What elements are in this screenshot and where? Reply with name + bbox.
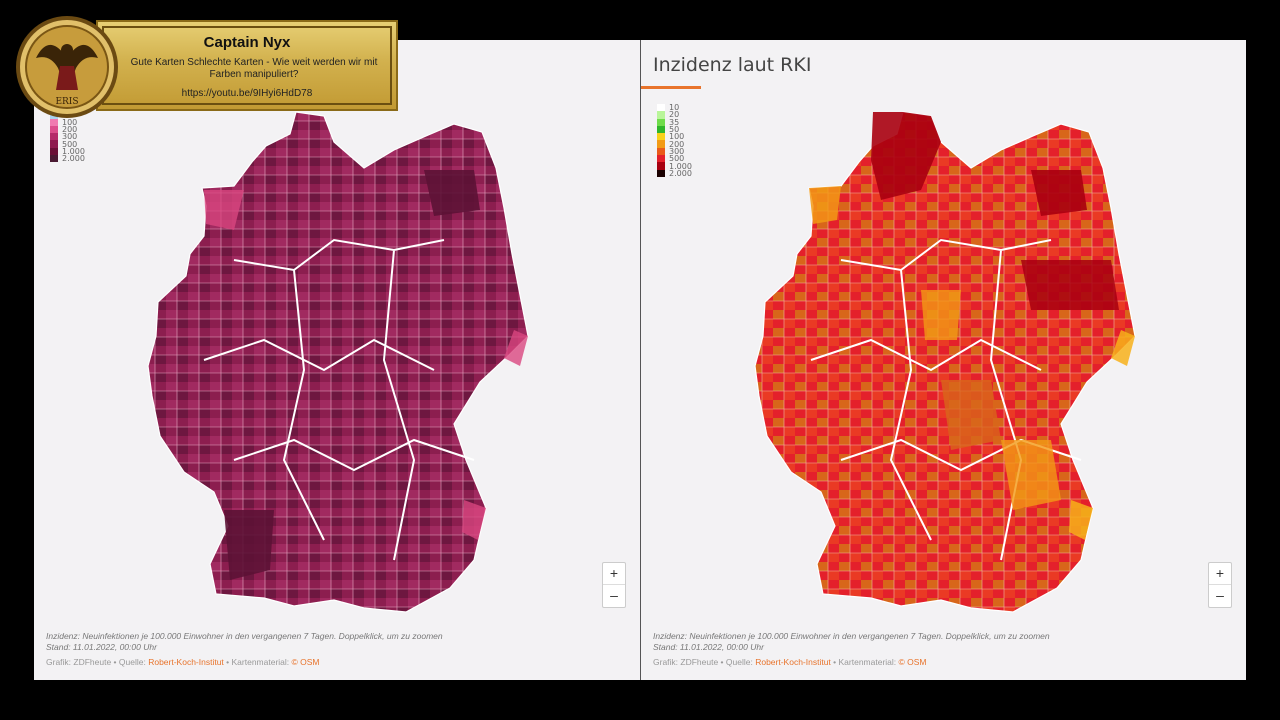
legend-item: 50: [657, 125, 692, 135]
legend-item: 10: [657, 103, 692, 113]
legend-label: 200: [669, 139, 685, 149]
zoom-control-left: + –: [602, 562, 626, 608]
channel-name: Captain Nyx: [203, 34, 291, 51]
zoom-in-button[interactable]: +: [609, 565, 619, 581]
source-link[interactable]: Robert-Koch-Institut: [755, 657, 831, 667]
legend-label: 1.000: [62, 146, 85, 156]
map-panel-right: Inzidenz laut RKI 10 20 35 50 100 200 300 500 1.…: [641, 40, 1246, 680]
channel-banner: Captain Nyx Gute Karten Schlechte Karten…: [96, 20, 398, 111]
legend-item: 100: [657, 132, 692, 142]
legend-label: 500: [62, 139, 78, 149]
legend-item: 200: [50, 125, 85, 135]
legend-label: 300: [669, 146, 685, 156]
legend-swatch: [657, 104, 665, 112]
legend-swatch: [657, 111, 665, 119]
legend-label: 1.000: [669, 161, 692, 171]
credit-prefix: Grafik: ZDFheute • Quelle:: [46, 657, 146, 667]
legend-item: 500: [50, 139, 85, 149]
legend-swatch: [657, 118, 665, 126]
legend-swatch: [50, 125, 58, 134]
legend-swatch: [50, 155, 58, 163]
legend-label: 100: [669, 132, 685, 142]
source-link[interactable]: Robert-Koch-Institut: [148, 657, 224, 667]
video-url[interactable]: https://youtu.be/9IHyi6HdD78: [181, 88, 313, 99]
credit-mid: • Kartenmaterial:: [226, 657, 290, 667]
channel-logo-icon: ERIS: [16, 16, 118, 118]
legend-label: 100: [62, 117, 78, 127]
legend-label: 20: [669, 110, 680, 120]
legend-item: 2.000: [657, 168, 692, 178]
legend-item: 20: [657, 110, 692, 120]
legend-swatch: [50, 140, 58, 148]
legend-swatch: [657, 155, 665, 163]
legend-label: 500: [669, 154, 685, 164]
panel-divider: [640, 40, 641, 680]
legend-item: 1.000: [50, 146, 85, 156]
zoom-out-button[interactable]: –: [603, 584, 625, 606]
footnote-date: Stand: 11.01.2022, 00:00 Uhr: [653, 642, 764, 652]
legend-item: 1.000: [657, 161, 692, 171]
legend-label: 10: [669, 103, 680, 113]
legend-swatch: [657, 140, 665, 148]
legend-swatch: [657, 162, 665, 170]
legend-right: 10 20 35 50 100 200 300 500 1.000 2.000: [657, 104, 692, 177]
credit-mid: • Kartenmaterial:: [833, 657, 897, 667]
credit-line: Grafik: ZDFheute • Quelle: Robert-Koch-I…: [46, 657, 320, 667]
legend-swatch: [50, 133, 58, 141]
legend-swatch: [50, 147, 58, 156]
legend-label: 35: [669, 117, 680, 127]
video-subtitle: Gute Karten Schlechte Karten - Wie weit …: [130, 57, 378, 80]
credit-line: Grafik: ZDFheute • Quelle: Robert-Koch-I…: [653, 657, 927, 667]
footnote-date: Stand: 11.01.2022, 00:00 Uhr: [46, 642, 157, 652]
legend-label: 200: [62, 125, 78, 135]
legend-item: 100: [50, 117, 85, 127]
zoom-out-button[interactable]: –: [1209, 584, 1231, 606]
footnote-incidence: Inzidenz: Neuinfektionen je 100.000 Einw…: [653, 631, 1050, 641]
title-underline: [641, 86, 701, 89]
osm-link[interactable]: © OSM: [898, 657, 927, 667]
zoom-control-right: + –: [1208, 562, 1232, 608]
footnote-incidence: Inzidenz: Neuinfektionen je 100.000 Einw…: [46, 631, 443, 641]
legend-label: 2.000: [669, 168, 692, 178]
germany-map-right[interactable]: [641, 40, 1246, 680]
legend-label: 300: [62, 132, 78, 142]
legend-swatch: [657, 147, 665, 156]
legend-swatch: [50, 118, 58, 126]
legend-label: 50: [669, 125, 680, 135]
legend-item: 300: [50, 132, 85, 142]
legend-label: 2.000: [62, 154, 85, 164]
legend-item: 2.000: [50, 154, 85, 164]
legend-swatch: [657, 125, 665, 134]
zoom-in-button[interactable]: +: [1215, 565, 1225, 581]
germany-map-left[interactable]: [34, 40, 640, 680]
legend-item: 200: [657, 139, 692, 149]
osm-link[interactable]: © OSM: [291, 657, 320, 667]
credit-prefix: Grafik: ZDFheute • Quelle:: [653, 657, 753, 667]
map-title: Inzidenz laut RKI: [653, 54, 812, 76]
legend-swatch: [657, 169, 665, 177]
legend-item: 300: [657, 146, 692, 156]
legend-item: 35: [657, 117, 692, 127]
logo-text: ERIS: [55, 97, 78, 107]
legend-item: 500: [657, 154, 692, 164]
legend-swatch: [657, 133, 665, 141]
